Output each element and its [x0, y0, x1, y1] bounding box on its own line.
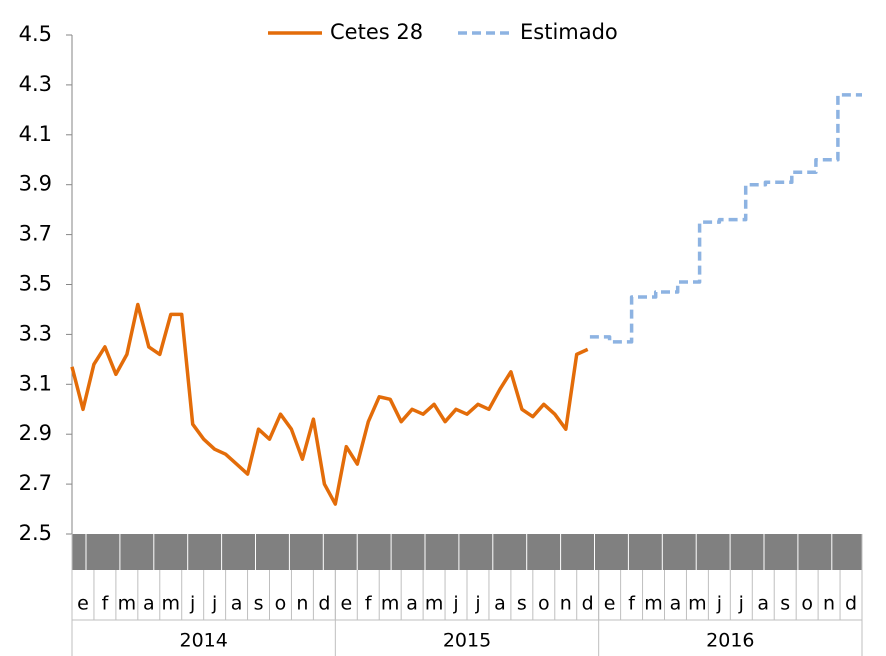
x-tick-label: m	[688, 593, 707, 615]
x-tick-label: s	[780, 593, 790, 615]
x-tick-label: a	[143, 593, 155, 615]
axis-band	[72, 534, 862, 570]
x-tick-label: o	[275, 593, 287, 615]
series-line	[589, 93, 862, 344]
x-tick-label: m	[425, 593, 444, 615]
y-tick-label: 3.1	[19, 371, 52, 395]
y-tick-label: 3.7	[19, 222, 52, 246]
y-tick-label: 3.3	[19, 321, 52, 345]
year-label: 2014	[179, 630, 227, 652]
x-tick-label: m	[644, 593, 663, 615]
x-tick-label: j	[211, 593, 217, 615]
x-tick-label: e	[604, 593, 616, 615]
x-tick-label: e	[340, 593, 352, 615]
x-tick-label: n	[296, 593, 308, 615]
y-tick-label: 2.5	[19, 521, 52, 545]
y-tick-label: 3.9	[19, 172, 52, 196]
y-tick-label: 2.7	[19, 471, 52, 495]
x-tick-label: j	[738, 593, 744, 615]
x-tick-label: f	[365, 593, 373, 615]
x-tick-label: m	[161, 593, 180, 615]
series-line	[70, 302, 589, 506]
x-tick-label: j	[716, 593, 722, 615]
x-tick-label: n	[823, 593, 835, 615]
x-tick-label: s	[254, 593, 264, 615]
x-tick-label: j	[474, 593, 480, 615]
x-tick-label: a	[494, 593, 506, 615]
legend-label: Estimado	[520, 20, 618, 44]
x-tick-label: e	[77, 593, 89, 615]
y-tick-label: 3.5	[19, 272, 52, 296]
y-tick-label: 4.1	[19, 122, 52, 146]
x-tick-label: j	[452, 593, 458, 615]
y-tick-label: 4.3	[19, 72, 52, 96]
x-tick-label: a	[757, 593, 769, 615]
x-tick-label: m	[381, 593, 400, 615]
x-tick-label: s	[517, 593, 527, 615]
x-tick-label: o	[801, 593, 813, 615]
x-tick-label: f	[102, 593, 110, 615]
x-tick-label: o	[538, 593, 550, 615]
x-tick-label: a	[406, 593, 418, 615]
x-tick-label: f	[628, 593, 636, 615]
y-tick-label: 4.5	[19, 22, 52, 46]
x-tick-label: d	[318, 593, 330, 615]
x-tick-label: d	[845, 593, 857, 615]
x-tick-label: j	[189, 593, 195, 615]
x-tick-label: a	[231, 593, 243, 615]
y-tick-label: 2.9	[19, 421, 52, 445]
x-tick-label: a	[670, 593, 682, 615]
x-tick-label: n	[560, 593, 572, 615]
x-tick-label: m	[118, 593, 137, 615]
year-label: 2015	[443, 630, 491, 652]
x-tick-label: d	[582, 593, 594, 615]
legend-label: Cetes 28	[330, 20, 423, 44]
year-label: 2016	[706, 630, 754, 652]
